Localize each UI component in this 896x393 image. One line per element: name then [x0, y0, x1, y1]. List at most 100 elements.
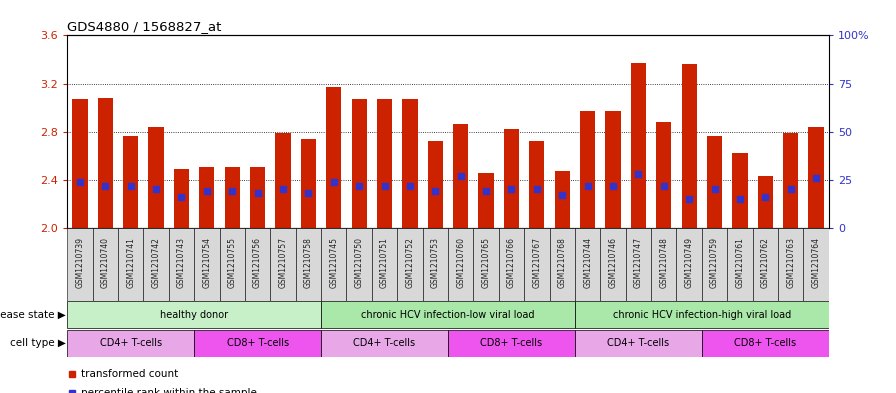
Bar [606, 111, 621, 228]
Text: GSM1210746: GSM1210746 [608, 237, 617, 288]
Text: GSM1210768: GSM1210768 [557, 237, 567, 288]
Bar [504, 129, 519, 228]
Bar [448, 228, 473, 301]
Text: GSM1210748: GSM1210748 [659, 237, 668, 288]
Text: CD8+ T-cells: CD8+ T-cells [227, 338, 289, 348]
Bar [92, 228, 118, 301]
Bar [448, 329, 575, 357]
Bar [321, 301, 575, 329]
Text: GSM1210757: GSM1210757 [279, 237, 288, 288]
Bar [702, 329, 829, 357]
Text: GSM1210759: GSM1210759 [710, 237, 719, 288]
Bar [372, 228, 397, 301]
Text: GSM1210742: GSM1210742 [151, 237, 160, 288]
Text: GSM1210745: GSM1210745 [329, 237, 339, 288]
Bar [656, 122, 671, 228]
Bar [783, 133, 798, 228]
Text: chronic HCV infection-low viral load: chronic HCV infection-low viral load [361, 310, 535, 320]
Bar [98, 98, 113, 228]
Bar [275, 133, 290, 228]
Text: GSM1210754: GSM1210754 [202, 237, 211, 288]
Text: GSM1210758: GSM1210758 [304, 237, 313, 288]
Bar [753, 228, 778, 301]
Text: CD4+ T-cells: CD4+ T-cells [353, 338, 416, 348]
Bar [402, 99, 418, 228]
Text: GSM1210753: GSM1210753 [431, 237, 440, 288]
Bar [473, 228, 499, 301]
Text: GSM1210766: GSM1210766 [507, 237, 516, 288]
Text: cell type ▶: cell type ▶ [10, 338, 65, 348]
Text: GSM1210747: GSM1210747 [633, 237, 643, 288]
Text: GSM1210741: GSM1210741 [126, 237, 135, 288]
Text: CD4+ T-cells: CD4+ T-cells [99, 338, 162, 348]
Bar [377, 99, 392, 228]
Bar [631, 63, 646, 228]
Text: GSM1210756: GSM1210756 [253, 237, 263, 288]
Bar [804, 228, 829, 301]
Bar [453, 125, 469, 228]
Text: CD8+ T-cells: CD8+ T-cells [480, 338, 543, 348]
Bar [225, 167, 240, 228]
Bar [575, 329, 702, 357]
Bar [676, 228, 702, 301]
Bar [271, 228, 296, 301]
Bar [549, 228, 575, 301]
Text: GSM1210739: GSM1210739 [75, 237, 84, 288]
Bar [245, 228, 271, 301]
Bar [600, 228, 625, 301]
Bar [423, 228, 448, 301]
Bar [397, 228, 423, 301]
Bar [123, 136, 138, 228]
Bar [194, 228, 220, 301]
Text: GSM1210752: GSM1210752 [405, 237, 415, 288]
Text: GSM1210764: GSM1210764 [812, 237, 821, 288]
Bar [758, 176, 773, 228]
Text: GSM1210755: GSM1210755 [228, 237, 237, 288]
Bar [575, 301, 829, 329]
Bar [301, 139, 316, 228]
Bar [118, 228, 143, 301]
Text: disease state ▶: disease state ▶ [0, 310, 65, 320]
Bar [580, 111, 595, 228]
Text: transformed count: transformed count [81, 369, 178, 379]
Bar [143, 228, 168, 301]
Text: CD8+ T-cells: CD8+ T-cells [734, 338, 797, 348]
Bar [347, 228, 372, 301]
Bar [326, 87, 341, 228]
Text: GSM1210750: GSM1210750 [355, 237, 364, 288]
Bar [351, 99, 366, 228]
Bar [651, 228, 676, 301]
Bar [732, 153, 747, 228]
Text: GSM1210761: GSM1210761 [736, 237, 745, 288]
Bar [728, 228, 753, 301]
Bar [199, 167, 214, 228]
Text: GSM1210743: GSM1210743 [177, 237, 186, 288]
Bar [194, 329, 321, 357]
Bar [168, 228, 194, 301]
Bar [296, 228, 321, 301]
Text: GSM1210740: GSM1210740 [100, 237, 110, 288]
Bar [174, 169, 189, 228]
Bar [778, 228, 804, 301]
Bar [625, 228, 651, 301]
Text: GSM1210763: GSM1210763 [786, 237, 796, 288]
Bar [220, 228, 245, 301]
Bar [530, 141, 545, 228]
Text: GSM1210749: GSM1210749 [685, 237, 694, 288]
Bar [427, 141, 443, 228]
Text: chronic HCV infection-high viral load: chronic HCV infection-high viral load [613, 310, 791, 320]
Bar [555, 171, 570, 228]
Bar [250, 167, 265, 228]
Text: GSM1210762: GSM1210762 [761, 237, 770, 288]
Text: GSM1210751: GSM1210751 [380, 237, 389, 288]
Bar [499, 228, 524, 301]
Text: percentile rank within the sample: percentile rank within the sample [81, 387, 256, 393]
Bar [73, 99, 88, 228]
Text: GSM1210765: GSM1210765 [481, 237, 491, 288]
Bar [707, 136, 722, 228]
Bar [149, 127, 164, 228]
Bar [67, 228, 92, 301]
Bar [808, 127, 823, 228]
Text: GSM1210760: GSM1210760 [456, 237, 465, 288]
Bar [702, 228, 728, 301]
